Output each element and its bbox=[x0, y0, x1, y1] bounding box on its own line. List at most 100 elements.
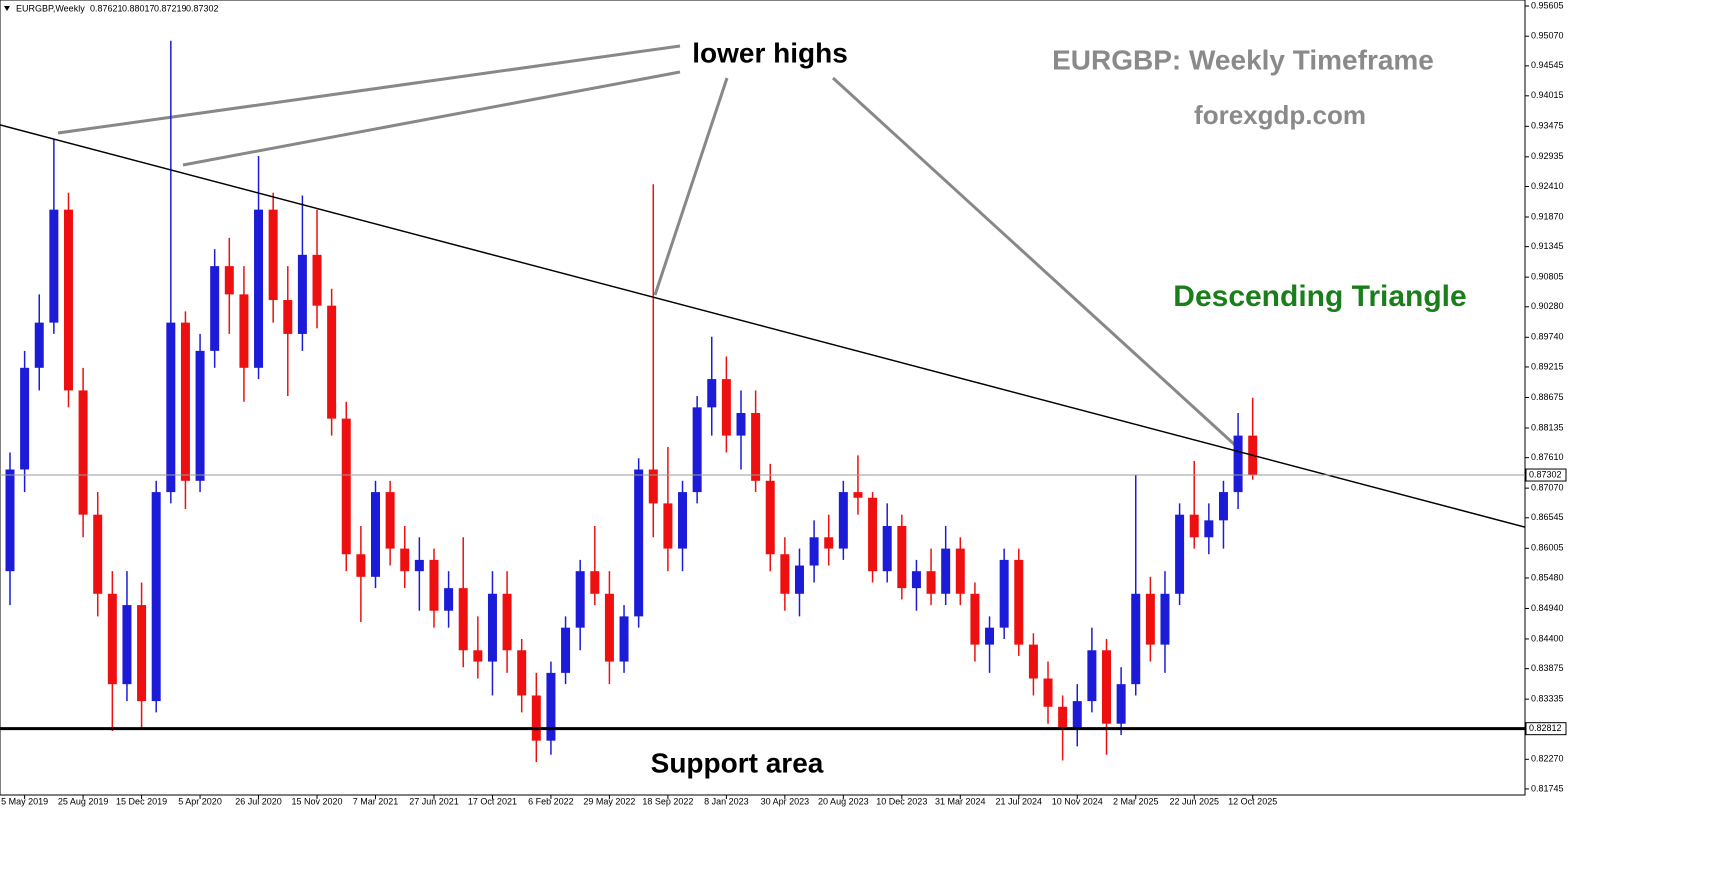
candle-body bbox=[356, 554, 366, 577]
candle-body bbox=[955, 548, 965, 594]
y-tick-label: 0.94015 bbox=[1531, 90, 1564, 100]
ohlc-high: 0.88017 bbox=[122, 3, 155, 13]
candle-body bbox=[473, 650, 483, 662]
y-tick-label: 0.91870 bbox=[1531, 211, 1564, 221]
y-tick-label: 0.95070 bbox=[1531, 31, 1564, 41]
plot-area bbox=[0, 0, 1526, 796]
candle-body bbox=[736, 413, 746, 436]
trendline bbox=[0, 124, 1526, 528]
candle-body bbox=[283, 300, 293, 334]
candles bbox=[5, 40, 1258, 763]
candle-body bbox=[1160, 593, 1170, 645]
x-tick-label: 25 Aug 2019 bbox=[58, 796, 109, 806]
site: forexgdp.com bbox=[1194, 100, 1366, 130]
candle-body bbox=[794, 565, 804, 594]
candle-body bbox=[882, 525, 892, 572]
x-tick-label: 8 Jan 2023 bbox=[704, 796, 749, 806]
candle-body bbox=[371, 492, 380, 577]
candle-body bbox=[765, 480, 775, 555]
x-tick-label: 30 Apr 2023 bbox=[761, 796, 810, 806]
y-tick-label: 0.90805 bbox=[1531, 272, 1564, 282]
x-tick-label: 10 Nov 2024 bbox=[1052, 796, 1103, 806]
support-label: Support area bbox=[651, 747, 824, 778]
candle-body bbox=[341, 418, 351, 555]
candle-body bbox=[1072, 701, 1082, 730]
candle-body bbox=[1233, 435, 1243, 493]
y-tick-label: 0.92935 bbox=[1531, 151, 1564, 161]
y-tick-label: 0.81745 bbox=[1531, 783, 1564, 793]
candle-body bbox=[458, 588, 468, 651]
candle-body bbox=[1058, 706, 1068, 730]
candle-body bbox=[414, 559, 424, 572]
candle-body bbox=[1204, 520, 1214, 538]
y-tick-label: 0.89215 bbox=[1531, 361, 1564, 371]
candle-body bbox=[824, 537, 834, 549]
candle-body bbox=[590, 571, 600, 594]
y-tick-label: 0.85480 bbox=[1531, 572, 1564, 582]
pattern: Descending Triangle bbox=[1173, 280, 1466, 313]
x-tick-label: 21 Jul 2024 bbox=[996, 796, 1043, 806]
support-box bbox=[1525, 722, 1567, 736]
candle-body bbox=[268, 209, 278, 301]
candle-body bbox=[429, 559, 439, 611]
candle-body bbox=[692, 407, 702, 493]
y-tick-label: 0.95605 bbox=[1531, 0, 1564, 10]
candle-body bbox=[180, 322, 190, 481]
x-tick-label: 15 Dec 2019 bbox=[116, 796, 167, 806]
candle-body bbox=[1145, 593, 1155, 645]
x-tick-label: 17 Oct 2021 bbox=[468, 796, 517, 806]
candle-body bbox=[970, 593, 980, 645]
candle-body bbox=[678, 492, 688, 549]
candle-body bbox=[648, 469, 658, 504]
candle-body bbox=[941, 548, 951, 594]
x-tick-label: 22 Jun 2025 bbox=[1169, 796, 1219, 806]
candle-body bbox=[122, 605, 132, 685]
y-tick-label: 0.92410 bbox=[1531, 181, 1564, 191]
y-tick-label: 0.88675 bbox=[1531, 392, 1564, 402]
candle-body bbox=[531, 695, 541, 741]
candle-body bbox=[151, 492, 161, 702]
candle-body bbox=[1131, 593, 1141, 685]
x-tick-label: 29 May 2022 bbox=[583, 796, 635, 806]
candle-body bbox=[312, 254, 322, 306]
candle-body bbox=[210, 266, 220, 351]
candle-body bbox=[619, 616, 629, 662]
candle-body bbox=[751, 413, 761, 481]
candle-body bbox=[604, 593, 614, 662]
candle-body bbox=[546, 672, 556, 741]
candle-body bbox=[561, 627, 571, 673]
y-tick-label: 0.90280 bbox=[1531, 301, 1564, 311]
candle-body bbox=[517, 650, 527, 696]
candle-body bbox=[137, 605, 147, 702]
y-tick-label: 0.89740 bbox=[1531, 332, 1564, 342]
x-tick-label: 26 Jul 2020 bbox=[235, 796, 282, 806]
y-tick-label: 0.86005 bbox=[1531, 543, 1564, 553]
candle-body bbox=[780, 554, 790, 594]
candle-body bbox=[1087, 650, 1097, 702]
x-tick-label: 5 Apr 2020 bbox=[178, 796, 222, 806]
candle-body bbox=[999, 559, 1009, 628]
candle-body bbox=[911, 571, 921, 589]
candle-body bbox=[254, 209, 264, 368]
candle-body bbox=[853, 492, 863, 498]
candle-body bbox=[1218, 492, 1228, 521]
x-tick-label: 7 Mar 2021 bbox=[353, 796, 399, 806]
candle-body bbox=[897, 525, 907, 589]
candle-body bbox=[575, 571, 585, 628]
candle-body bbox=[1043, 678, 1053, 707]
x-tick-label: 18 Sep 2022 bbox=[642, 796, 693, 806]
candle-body bbox=[809, 537, 819, 566]
candle-body bbox=[1014, 559, 1024, 645]
y-tick-label: 0.86545 bbox=[1531, 512, 1564, 522]
candle-body bbox=[1116, 684, 1126, 724]
y-tick-label: 0.82270 bbox=[1531, 754, 1564, 764]
candle-body bbox=[239, 294, 249, 368]
x-tick-label: 20 Aug 2023 bbox=[818, 796, 869, 806]
x-tick-label: 10 Dec 2023 bbox=[876, 796, 927, 806]
menu-arrow bbox=[4, 6, 10, 11]
candle-body bbox=[49, 209, 59, 323]
candle-body bbox=[400, 548, 410, 572]
candle-body bbox=[107, 593, 117, 685]
x-tick-label: 6 Feb 2022 bbox=[528, 796, 574, 806]
